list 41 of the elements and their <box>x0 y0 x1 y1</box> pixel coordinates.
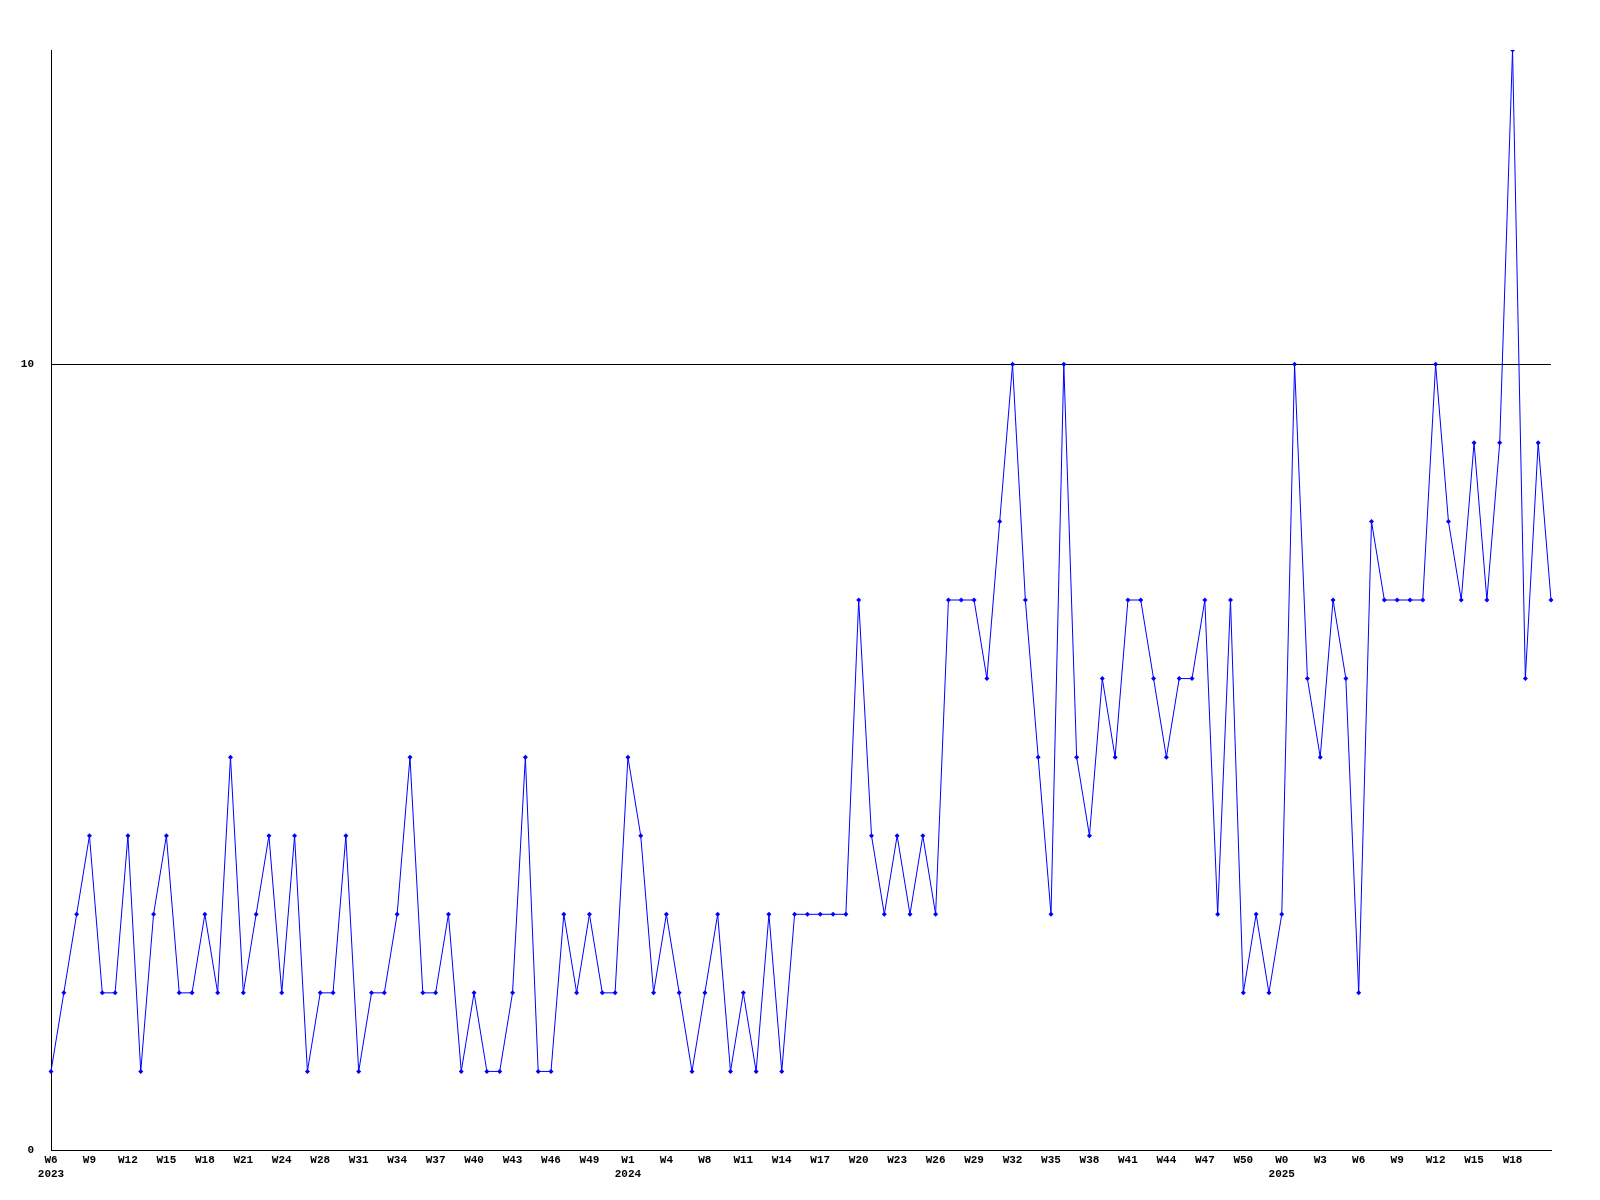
x-tick-label: W35 <box>1041 1154 1062 1167</box>
x-tick-label: W11 <box>733 1154 754 1167</box>
x-tick-label: W46 <box>541 1154 561 1167</box>
x-tick-label: W6 <box>1352 1154 1366 1167</box>
y-tick-label: 0 <box>27 1143 34 1156</box>
x-tick-label: W12 <box>118 1154 138 1167</box>
x-tick-label: W47 <box>1194 1154 1215 1167</box>
x-tick-label: W18 <box>1502 1154 1523 1167</box>
x-tick-label: W29 <box>964 1154 984 1167</box>
y-tick-label: 10 <box>20 358 34 371</box>
x-tick-label: W49 <box>579 1154 600 1167</box>
x-tick-label: W17 <box>810 1154 831 1167</box>
x-tick-label: W43 <box>502 1154 523 1167</box>
x-tick-label: W40 <box>464 1154 484 1167</box>
x-tick-label: W8 <box>698 1154 712 1167</box>
x-tick-label: W44 <box>1156 1154 1177 1167</box>
x-tick-label: W15 <box>1464 1154 1485 1167</box>
x-tick-label: W9 <box>82 1154 97 1167</box>
x-tick-label: W32 <box>1002 1154 1023 1167</box>
x-tick-label: W23 <box>887 1154 908 1167</box>
x-tick-label: W1 2024 <box>614 1154 642 1180</box>
x-tick-label: W12 <box>1425 1154 1446 1167</box>
x-tick-label: W21 <box>233 1154 254 1167</box>
x-tick-label: W41 <box>1118 1154 1139 1167</box>
x-tick-label: W24 <box>271 1154 293 1167</box>
x-tick-label: W9 <box>1390 1154 1404 1167</box>
x-tick-label: W37 <box>425 1154 446 1167</box>
x-tick-label: W15 <box>156 1154 177 1167</box>
x-tick-label: W50 <box>1233 1154 1254 1167</box>
x-tick-label: W26 <box>925 1154 946 1167</box>
x-tick-label: W34 <box>387 1154 408 1167</box>
x-tick-label: W14 <box>771 1154 793 1167</box>
x-tick-label: W28 <box>310 1154 331 1167</box>
x-tick-label: W6 2023 <box>37 1154 65 1180</box>
x-tick-label: W0 2025 <box>1268 1154 1296 1180</box>
x-tick-label: W20 <box>848 1154 869 1167</box>
x-tick-label: W18 <box>194 1154 216 1167</box>
x-tick-label: W3 <box>1313 1154 1328 1167</box>
x-tick-label: W38 <box>1079 1154 1100 1167</box>
x-tick-label: W31 <box>348 1154 369 1167</box>
x-tick-label: W4 <box>659 1154 674 1167</box>
